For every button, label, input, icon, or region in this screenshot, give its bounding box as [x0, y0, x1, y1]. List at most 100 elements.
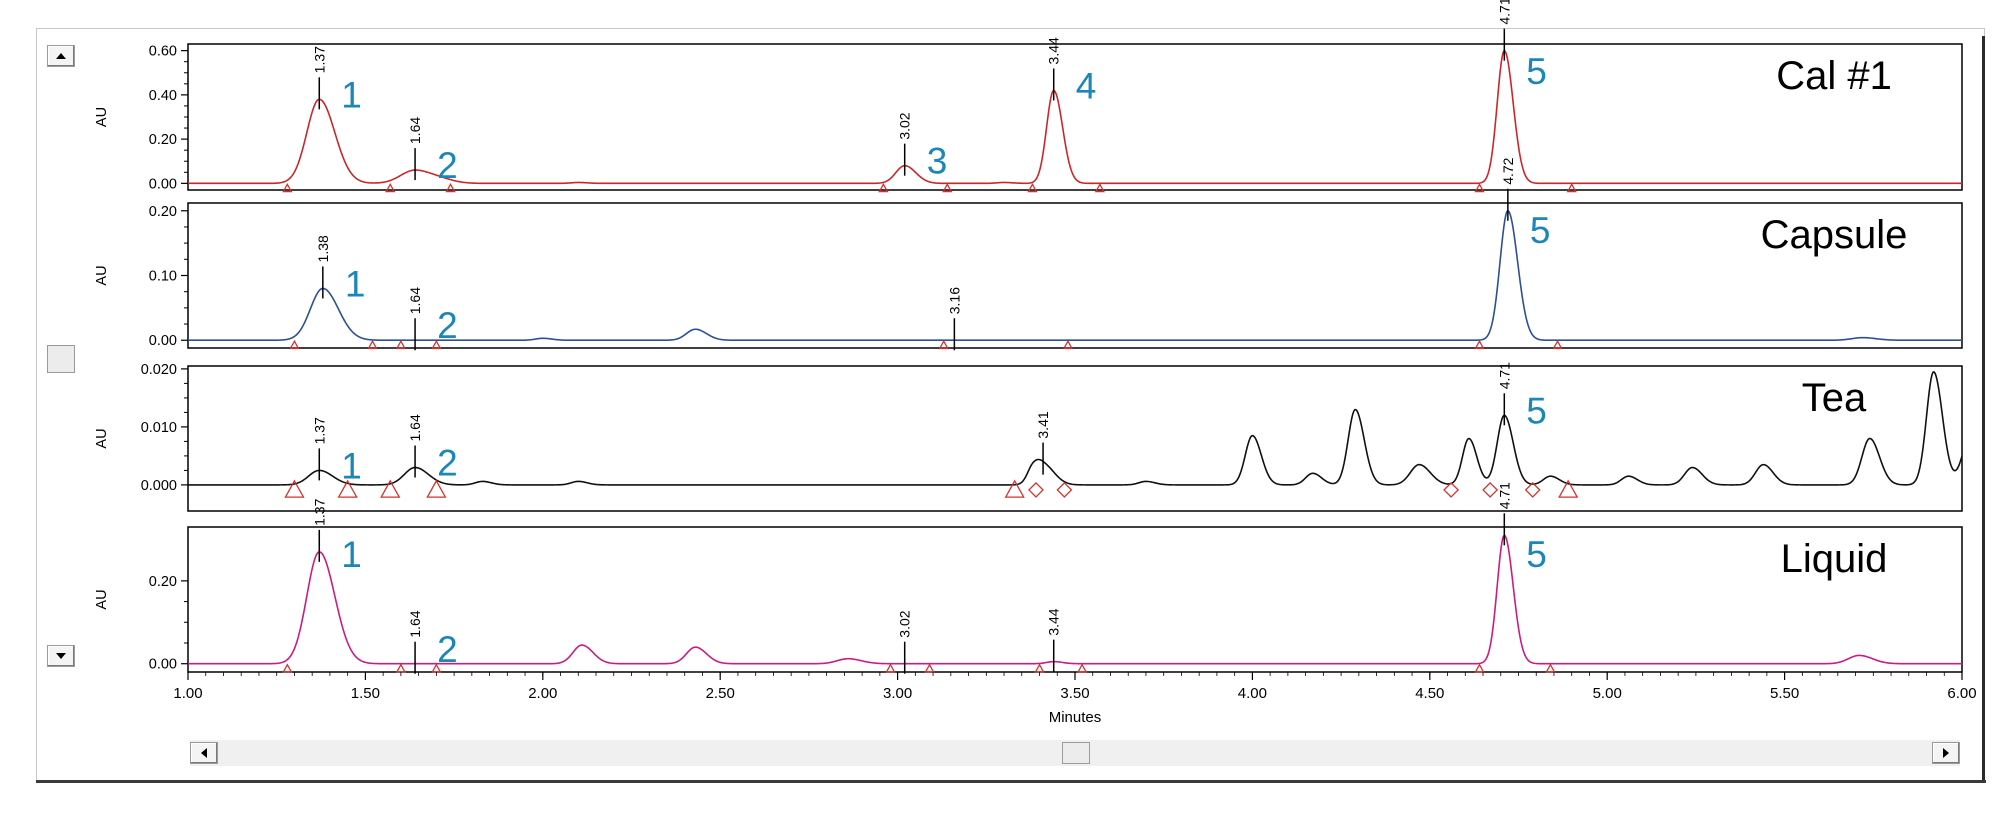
integration-marker — [1034, 663, 1045, 673]
y-tick-label: 0.10 — [149, 269, 177, 285]
panel-frame — [187, 43, 1963, 191]
integration-marker — [1094, 183, 1105, 193]
horizontal-scroll-thumb[interactable] — [1062, 742, 1090, 764]
peak-number-label: 5 — [1530, 210, 1551, 251]
integration-marker — [380, 479, 401, 498]
integration-marker — [1028, 481, 1044, 498]
window-border-bottom — [36, 780, 1986, 783]
arrow-down-icon — [56, 653, 66, 659]
peak-number-label: 2 — [437, 305, 458, 346]
integration-marker — [1566, 183, 1577, 193]
y-tick-label: 0.010 — [141, 420, 177, 436]
integration-marker — [1558, 479, 1579, 498]
y-tick-label: 0.20 — [149, 132, 177, 148]
x-tick-label: 5.50 — [1770, 685, 1799, 702]
retention-time-label: 3.02 — [897, 112, 913, 139]
window-border-right — [1982, 36, 1985, 783]
integration-marker — [942, 183, 953, 193]
scroll-up-button[interactable] — [47, 45, 75, 67]
integration-marker — [1552, 339, 1563, 350]
integration-marker — [431, 663, 442, 673]
x-tick-label: 2.00 — [528, 685, 557, 702]
y-tick-label: 0.40 — [149, 88, 177, 104]
y-tick-label: 0.00 — [149, 657, 177, 673]
retention-time-label: 4.71 — [1496, 0, 1512, 25]
retention-time-label: 4.71 — [1496, 362, 1512, 389]
integration-marker — [337, 479, 358, 498]
peak-number-label: 4 — [1076, 65, 1097, 106]
arrow-up-icon — [56, 53, 66, 59]
integration-marker — [1076, 663, 1088, 673]
integration-marker — [885, 663, 896, 673]
integration-marker — [367, 339, 378, 350]
y-tick-label: 0.60 — [149, 44, 177, 60]
peak-number-label: 5 — [1526, 51, 1547, 92]
scroll-left-button[interactable] — [190, 742, 218, 764]
peak-number-label: 2 — [437, 145, 458, 186]
integration-marker — [426, 479, 447, 498]
panel-1: 0.00 0.20 0.40 0.60 AU 1.37 1 1.64 2 3.02 3 3.44 4 4.… — [94, 0, 1963, 193]
y-axis-label: AU — [94, 589, 110, 609]
y-axis-label: AU — [94, 265, 110, 285]
arrow-left-icon — [201, 748, 207, 758]
x-tick-label: 4.50 — [1415, 685, 1444, 702]
y-tick-label: 0.00 — [149, 176, 177, 192]
y-axis-label: AU — [94, 428, 110, 448]
y-tick-label: 0.20 — [149, 204, 177, 220]
y-tick-label: 0.020 — [141, 362, 177, 378]
integration-marker — [878, 183, 889, 193]
sample-name-label: Tea — [1802, 376, 1867, 420]
integration-marker — [385, 183, 396, 193]
integration-marker — [284, 479, 305, 498]
integration-marker — [1482, 481, 1499, 498]
integration-marker — [395, 339, 406, 350]
x-tick-label: 4.00 — [1238, 685, 1267, 702]
retention-time-label: 1.37 — [311, 417, 327, 444]
y-tick-label: 0.20 — [149, 574, 177, 590]
retention-time-label: 1.64 — [407, 610, 423, 637]
x-tick-label: 3.00 — [883, 685, 912, 702]
peak-number-label: 3 — [927, 141, 948, 182]
y-axis-label: AU — [94, 107, 110, 127]
peak-number-label: 1 — [345, 263, 366, 304]
x-axis-label: Minutes — [1049, 709, 1102, 726]
vertical-scroll-thumb[interactable] — [47, 345, 75, 373]
retention-time-label: 1.64 — [407, 287, 423, 314]
integration-marker — [1056, 481, 1073, 498]
peak-number-label: 2 — [437, 629, 458, 670]
retention-time-label: 3.44 — [1046, 608, 1062, 635]
x-tick-label: 2.50 — [706, 685, 735, 702]
integration-marker — [1524, 481, 1541, 498]
integration-marker — [282, 183, 293, 193]
scroll-down-button[interactable] — [47, 645, 75, 667]
panel-3: 0.000 0.010 0.020 AU 1.37 1 1.64 2 3.41 4.71 5 Tea — [94, 362, 1963, 512]
scroll-right-button[interactable] — [1932, 742, 1960, 764]
x-tick-label: 5.00 — [1593, 685, 1622, 702]
retention-time-label: 1.37 — [311, 46, 327, 73]
integration-marker — [395, 663, 406, 673]
retention-time-label: 3.16 — [946, 287, 962, 314]
sample-name-label: Cal #1 — [1776, 54, 1892, 98]
x-axis: 1.00 1.50 2.00 2.50 3.00 3.50 4.00 4.50 5.00 5.50… — [173, 672, 1977, 726]
integration-marker — [1474, 339, 1485, 350]
sample-name-label: Capsule — [1761, 213, 1908, 257]
panel-2: 0.00 0.10 0.20 AU 1.38 1 1.64 2 3.16 4.72 5 Capsule — [94, 157, 1963, 351]
panel-frame — [187, 202, 1963, 349]
retention-time-label: 3.02 — [897, 610, 913, 637]
retention-time-label: 1.37 — [311, 498, 327, 525]
signal-trace — [188, 370, 1963, 486]
y-tick-label: 0.00 — [149, 333, 177, 349]
integration-marker — [445, 183, 456, 193]
signal-trace — [188, 209, 1962, 342]
panel-frame — [187, 365, 1963, 512]
retention-time-label: 3.44 — [1046, 37, 1062, 64]
integration-marker — [1474, 183, 1485, 193]
x-tick-label: 1.50 — [351, 685, 380, 702]
retention-time-label: 1.38 — [315, 235, 331, 262]
integration-marker — [431, 339, 442, 350]
retention-time-label: 1.64 — [407, 117, 423, 144]
sample-name-label: Liquid — [1781, 537, 1888, 581]
panel-4: 0.00 0.20 AU 1.37 1 1.64 2 3.02 3.44 4.71 5 Liquid — [94, 482, 1963, 674]
retention-time-label: 4.72 — [1500, 157, 1516, 184]
